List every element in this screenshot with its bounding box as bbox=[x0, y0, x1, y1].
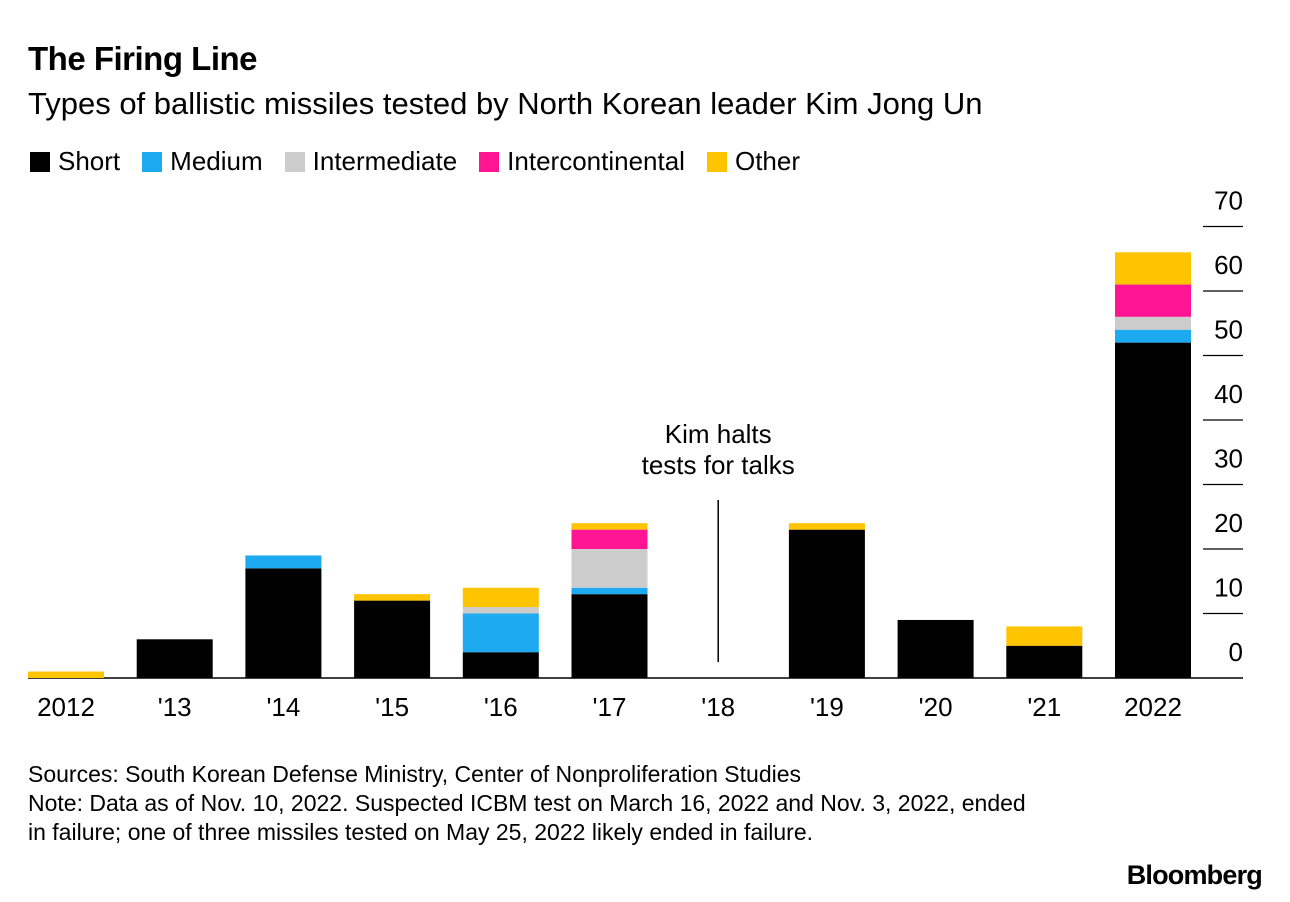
y-tick-label-0: 0 bbox=[1229, 637, 1243, 667]
legend-swatch-short bbox=[30, 151, 50, 172]
bar-intermediate-17 bbox=[571, 549, 648, 588]
x-axis-labels: 2012 '13 '14 '15 '16 '17 '18 '19 '20 '21 2022 bbox=[37, 692, 1182, 722]
y-tick-label-10: 10 bbox=[1214, 573, 1243, 603]
annotation-text-line2: tests for talks bbox=[642, 450, 795, 480]
legend-item-intermediate: Intermediate bbox=[284, 146, 458, 177]
bar-short-15 bbox=[354, 600, 431, 678]
legend: Short Medium Intermediate Intercontinent… bbox=[30, 146, 822, 177]
bar-intermediate-2022 bbox=[1115, 316, 1191, 330]
legend-item-other: Other bbox=[706, 146, 800, 177]
bar-other-17 bbox=[571, 523, 648, 530]
x-tick-label-16: '16 bbox=[484, 692, 518, 722]
bar-short-2022 bbox=[1115, 342, 1191, 678]
annotation-text-line1: Kim halts bbox=[665, 419, 772, 449]
bar-short-20 bbox=[897, 619, 974, 678]
sources-text: Sources: South Korean Defense Ministry, … bbox=[28, 761, 802, 787]
legend-swatch-other bbox=[706, 151, 727, 172]
x-tick-label-19: '19 bbox=[810, 692, 844, 722]
y-tick-label-70: 70 bbox=[1214, 186, 1243, 216]
bar-medium-17 bbox=[571, 587, 648, 595]
y-tick-label-20: 20 bbox=[1214, 508, 1243, 538]
legend-label-medium: Medium bbox=[170, 146, 263, 176]
y-tick-label-30: 30 bbox=[1214, 444, 1243, 474]
chart-title: The Firing Line bbox=[28, 40, 258, 77]
note-text: Note: Data as of Nov. 10, 2022. Suspecte… bbox=[28, 790, 1026, 845]
bar-short-19 bbox=[788, 529, 865, 678]
bar-other-2022 bbox=[1115, 252, 1191, 285]
bar-short-21 bbox=[1006, 645, 1083, 678]
bar-intermediate-16 bbox=[462, 607, 539, 614]
bloomberg-logo: Bloomberg bbox=[1126, 860, 1263, 890]
legend-swatch-medium bbox=[142, 151, 163, 172]
bar-medium-14 bbox=[245, 555, 322, 569]
x-tick-label-20: '20 bbox=[919, 692, 953, 722]
x-tick-label-17: '17 bbox=[593, 692, 627, 722]
bar-other-21 bbox=[1006, 626, 1083, 646]
legend-label-short: Short bbox=[58, 146, 121, 176]
y-tick-label-40: 40 bbox=[1214, 379, 1243, 409]
legend-label-intermediate: Intermediate bbox=[312, 146, 458, 176]
y-tick-label-60: 60 bbox=[1214, 250, 1243, 280]
legend-swatch-intermediate bbox=[284, 151, 305, 172]
bar-other-16 bbox=[462, 587, 539, 608]
bar-medium-16 bbox=[462, 613, 539, 653]
legend-swatch-intercontinental bbox=[479, 151, 500, 172]
x-tick-label-14: '14 bbox=[266, 692, 300, 722]
y-axis-labels: 0 10 20 30 40 50 60 70 bbox=[1214, 186, 1243, 668]
x-tick-label-2022: 2022 bbox=[1124, 692, 1182, 722]
bars bbox=[28, 252, 1191, 678]
bar-medium-2022 bbox=[1115, 329, 1191, 343]
legend-item-short: Short bbox=[30, 146, 120, 177]
bar-short-14 bbox=[245, 568, 322, 678]
x-tick-label-2012: 2012 bbox=[37, 692, 95, 722]
bar-other-2012 bbox=[28, 671, 104, 678]
x-tick-label-15: '15 bbox=[375, 692, 409, 722]
legend-label-intercontinental: Intercontinental bbox=[507, 146, 685, 176]
bar-intercontinental-17 bbox=[571, 529, 648, 549]
x-tick-label-13: '13 bbox=[158, 692, 192, 722]
x-tick-label-18: '18 bbox=[701, 692, 735, 722]
chart-subtitle: Types of ballistic missiles tested by No… bbox=[28, 86, 983, 121]
legend-item-intercontinental: Intercontinental bbox=[479, 146, 685, 177]
bar-other-15 bbox=[354, 594, 431, 601]
footnotes: Sources: South Korean Defense Ministry, … bbox=[28, 760, 1048, 847]
bar-intercontinental-2022 bbox=[1115, 284, 1191, 317]
y-tick-label-50: 50 bbox=[1214, 315, 1243, 345]
bar-short-17 bbox=[571, 594, 648, 678]
legend-item-medium: Medium bbox=[142, 146, 263, 177]
x-tick-label-21: '21 bbox=[1027, 692, 1061, 722]
bar-other-19 bbox=[788, 523, 865, 530]
legend-label-other: Other bbox=[734, 146, 800, 176]
stacked-bar-chart: 2012 '13 '14 '15 '16 '17 '18 '19 '20 '21 2022 0 10 2… bbox=[28, 186, 1243, 722]
bar-short-13 bbox=[136, 639, 213, 678]
bar-short-16 bbox=[462, 652, 539, 678]
